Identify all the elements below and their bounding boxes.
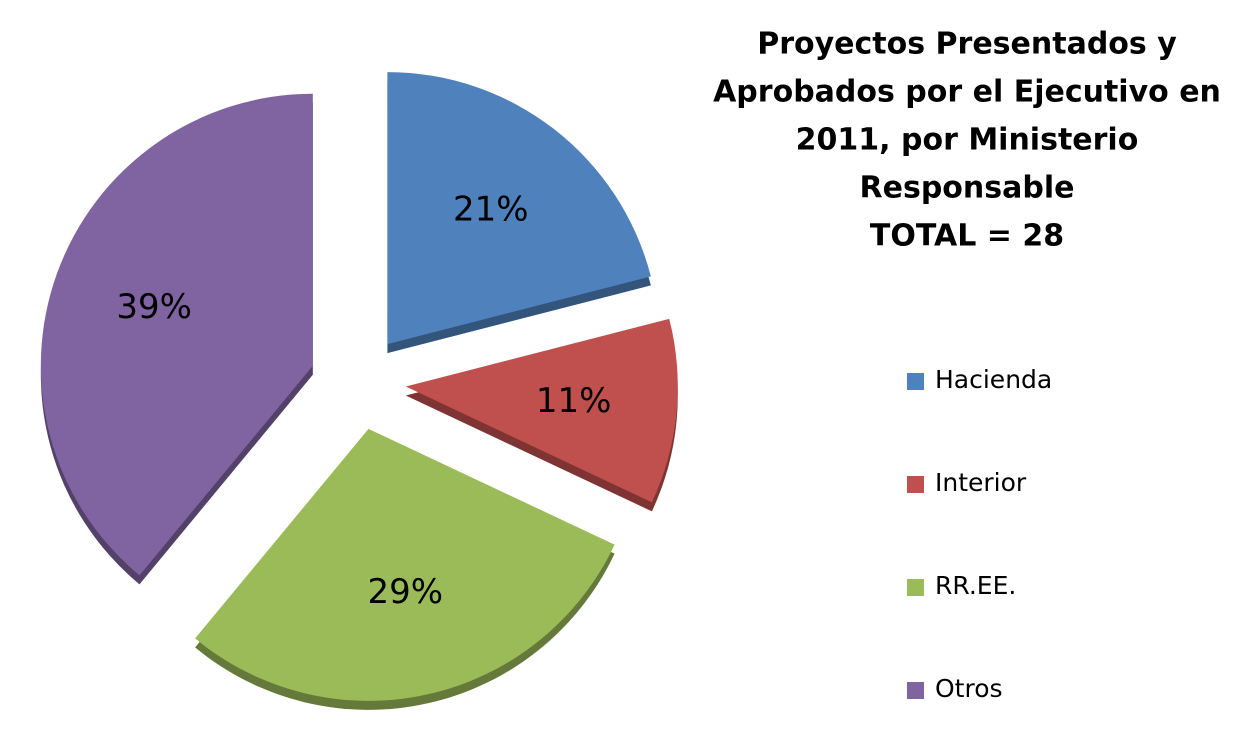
legend-swatch bbox=[907, 476, 924, 493]
slice bbox=[40, 93, 313, 576]
value-label: 21% bbox=[453, 189, 529, 229]
legend-swatch bbox=[907, 682, 924, 699]
slice bbox=[195, 428, 615, 701]
value-label: 29% bbox=[367, 572, 443, 612]
legend-swatch bbox=[907, 579, 924, 596]
legend-label: Interior bbox=[935, 468, 1027, 497]
slice bbox=[387, 72, 651, 345]
value-label: 11% bbox=[536, 381, 612, 421]
slice bbox=[405, 318, 678, 503]
legend-label: RR.EE. bbox=[935, 571, 1016, 600]
legend-swatch bbox=[907, 373, 924, 390]
chart-title: 2011, por Ministerio bbox=[796, 123, 1139, 158]
chart-title: TOTAL = 28 bbox=[870, 219, 1064, 254]
chart-title: Proyectos Presentados y bbox=[757, 27, 1177, 62]
value-label: 39% bbox=[116, 287, 192, 327]
chart-title: Aprobados por el Ejecutivo en bbox=[713, 75, 1221, 110]
legend-label: Otros bbox=[935, 674, 1003, 703]
legend-label: Hacienda bbox=[935, 365, 1052, 394]
chart-title: Responsable bbox=[860, 171, 1075, 206]
